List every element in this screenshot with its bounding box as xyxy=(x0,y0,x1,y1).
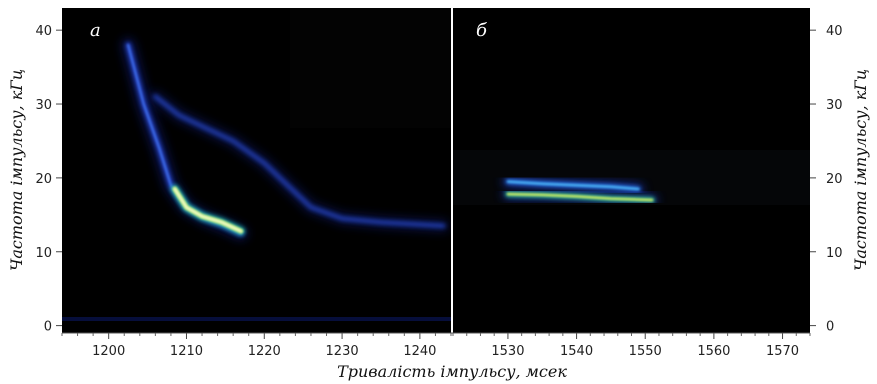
x-tick-label-a-2: 1220 xyxy=(248,344,281,359)
panel-label-a: а xyxy=(90,20,101,41)
x-tick-label-a-1: 1210 xyxy=(170,344,203,359)
y-tick-label-right-2: 20 xyxy=(826,172,843,187)
x-tick-label-b-4: 1570 xyxy=(766,344,799,359)
y-tick-label-left-2: 20 xyxy=(35,172,52,187)
x-tick-label-b-3: 1560 xyxy=(697,344,730,359)
y-tick-label-right-4: 40 xyxy=(826,24,843,39)
x-axis-title: Тривалість імпульсу, мсек xyxy=(337,362,567,381)
trace-b-1-layer-2 xyxy=(506,192,654,202)
trace-a-1-layer-1 xyxy=(152,94,446,229)
y-axis-ticks-right: 0 10 20 30 40 xyxy=(810,24,843,335)
y-tick-label-left-4: 40 xyxy=(35,24,52,39)
x-tick-label-b-0: 1530 xyxy=(491,344,524,359)
y-axis-ticks-left: 0 10 20 30 40 xyxy=(35,24,62,335)
y-tick-label-left-1: 10 xyxy=(35,246,52,261)
trace-b-0-layer-2 xyxy=(506,180,640,190)
dark-region-a xyxy=(290,8,451,128)
x-tick-label-b-1: 1540 xyxy=(560,344,593,359)
y-axis-title-right: Частота імпульсу, кГц xyxy=(851,69,870,271)
x-tick-label-a-3: 1230 xyxy=(326,344,359,359)
y-tick-label-right-1: 10 xyxy=(826,246,843,261)
x-axis-ticks-a: 1200 1210 1220 1230 1240 xyxy=(61,333,452,359)
y-tick-label-left-3: 30 xyxy=(35,98,52,113)
x-tick-label-b-2: 1550 xyxy=(629,344,662,359)
panel-label-b: б xyxy=(476,20,488,41)
y-tick-label-right-0: 0 xyxy=(826,320,834,335)
trace-group-b xyxy=(502,176,658,206)
x-tick-label-a-4: 1240 xyxy=(403,344,436,359)
panel-a: а 1200 1210 1220 1230 1240 xyxy=(61,8,452,359)
y-axis-title-left: Частота імпульсу, кГц xyxy=(7,69,26,271)
panel-b: б 1530 1540 1550 1560 1570 xyxy=(452,8,811,359)
x-axis-ticks-b: 1530 1540 1550 1560 1570 xyxy=(452,333,811,359)
trace-a-2-layer-2 xyxy=(173,188,242,233)
y-tick-label-right-3: 30 xyxy=(826,98,843,113)
y-tick-label-left-0: 0 xyxy=(44,320,52,335)
trace-group-a xyxy=(121,37,450,241)
x-tick-label-a-0: 1200 xyxy=(92,344,125,359)
baseline-band-a xyxy=(62,317,451,321)
